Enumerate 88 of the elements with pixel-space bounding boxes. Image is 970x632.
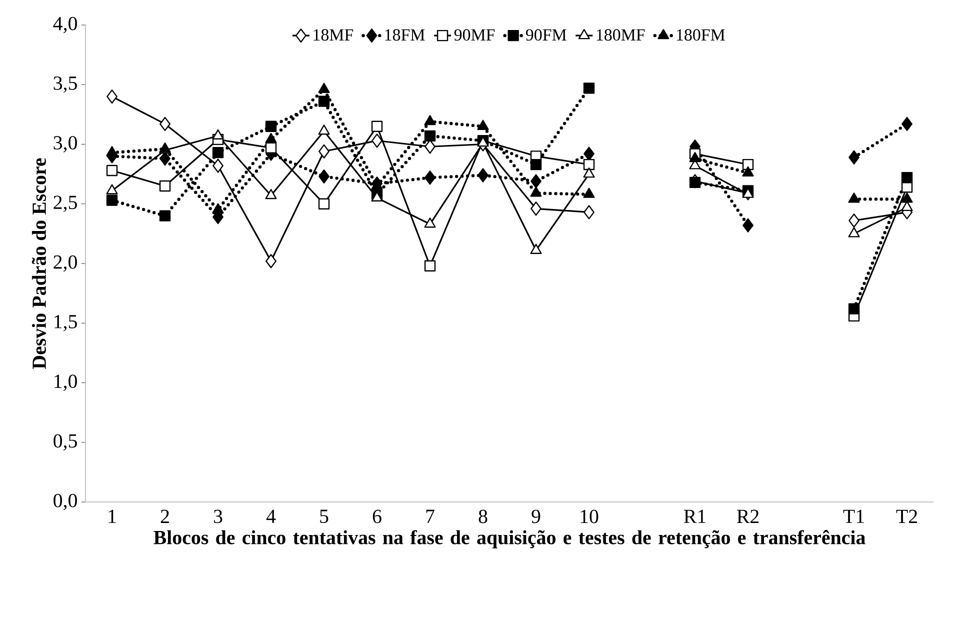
x-tick-label: 1 <box>108 510 116 523</box>
y-tick-label: 1,5 <box>54 315 77 332</box>
point <box>584 146 594 161</box>
y-tick-label: 4,0 <box>53 16 77 34</box>
y-tick-label: 2,0 <box>54 255 77 272</box>
point <box>159 210 171 222</box>
point <box>424 170 436 185</box>
point <box>106 146 118 156</box>
point <box>318 198 330 210</box>
point <box>848 227 860 238</box>
point <box>424 140 436 154</box>
point <box>106 194 118 206</box>
point <box>742 218 754 232</box>
x-axis-title: Blocos de cinco tentativas na fase de aquisição e testes de retenção e transferência <box>154 530 866 548</box>
point <box>901 172 913 184</box>
point <box>530 158 542 170</box>
point <box>318 144 330 158</box>
x-tick-label: R2 <box>736 510 759 523</box>
legend-label: 180MF <box>596 29 645 41</box>
point <box>212 147 224 158</box>
point <box>318 96 330 107</box>
point <box>265 142 277 154</box>
y-axis-title: Desvio Padrão do Escore <box>32 158 46 369</box>
x-tick-label: R1 <box>684 510 706 523</box>
point <box>478 168 488 182</box>
point <box>848 150 860 164</box>
legend-label: 18FM <box>385 29 425 41</box>
point <box>902 116 912 132</box>
point <box>266 254 276 268</box>
point <box>318 82 330 93</box>
point <box>318 169 330 184</box>
point <box>901 192 913 203</box>
point <box>583 188 595 198</box>
point <box>212 203 224 214</box>
point <box>742 158 754 170</box>
point <box>424 260 436 272</box>
y-tick-label: 2,5 <box>54 196 77 212</box>
point <box>159 180 171 192</box>
point <box>530 174 542 188</box>
point <box>424 115 436 126</box>
point <box>265 132 277 144</box>
point <box>424 218 436 228</box>
point <box>212 129 224 140</box>
x-tick-label: T2 <box>896 510 917 523</box>
point <box>583 167 595 178</box>
legend-label: 90FM <box>526 29 566 41</box>
point <box>106 164 118 176</box>
point <box>689 152 701 162</box>
y-tick-label: 0,0 <box>54 494 77 510</box>
y-tick-label: 3,0 <box>54 136 77 152</box>
point <box>212 158 224 173</box>
point <box>106 89 118 104</box>
point <box>530 244 542 254</box>
legend-label: 180FM <box>676 29 725 41</box>
point <box>689 176 701 188</box>
x-tick-label: 4 <box>266 510 276 523</box>
point <box>106 184 118 194</box>
x-tick-label: 7 <box>426 510 434 523</box>
y-tick-label: 1,0 <box>54 374 77 391</box>
point <box>848 213 860 228</box>
y-tick-label: 3,5 <box>54 76 77 93</box>
point <box>530 186 542 197</box>
point <box>371 120 383 132</box>
point <box>848 303 860 314</box>
legend-label: 90MF <box>454 29 495 41</box>
x-tick-label: T1 <box>843 510 864 523</box>
point <box>265 120 277 132</box>
point <box>583 158 595 170</box>
x-tick-label: 6 <box>372 510 382 524</box>
y-tick-label: 0,5 <box>54 434 77 451</box>
point <box>160 116 170 132</box>
x-tick-label: 3 <box>214 510 222 524</box>
point <box>372 134 382 148</box>
point <box>265 188 277 200</box>
point <box>848 192 860 203</box>
legend-label: 18MF <box>314 29 354 41</box>
point <box>477 120 489 130</box>
x-tick-label: 8 <box>478 510 488 524</box>
point <box>583 82 595 94</box>
point <box>530 202 542 216</box>
x-tick-label: 5 <box>320 510 328 524</box>
point <box>742 166 754 176</box>
point <box>318 124 330 135</box>
point <box>584 205 594 220</box>
x-tick-label: 9 <box>532 510 540 524</box>
x-tick-label: 10 <box>580 510 598 524</box>
point <box>424 130 436 142</box>
x-tick-label: 2 <box>160 510 169 523</box>
